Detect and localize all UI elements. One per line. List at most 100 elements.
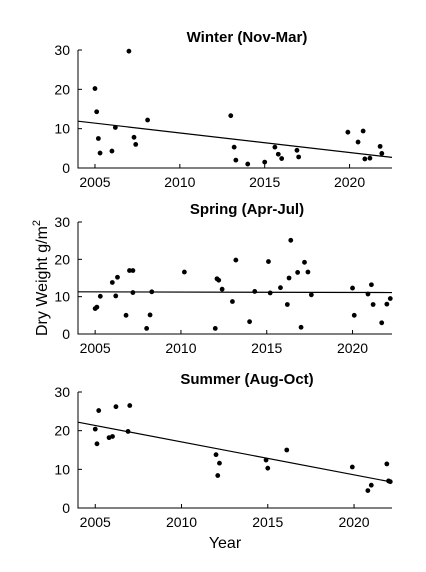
data-point xyxy=(345,129,351,135)
data-point xyxy=(379,151,385,156)
data-point xyxy=(126,48,132,54)
panel-title: Summer (Aug-Oct) xyxy=(180,371,313,388)
data-point xyxy=(294,147,300,153)
data-point xyxy=(123,312,129,318)
data-point xyxy=(286,275,292,281)
x-tick-label: 2005 xyxy=(80,340,111,356)
data-point xyxy=(216,277,222,283)
x-tick-label: 2020 xyxy=(334,174,365,190)
data-point xyxy=(113,404,119,410)
data-point xyxy=(355,139,361,145)
y-tick-label: 30 xyxy=(54,214,70,230)
data-point xyxy=(360,128,366,134)
data-point xyxy=(262,159,268,165)
data-point xyxy=(245,161,251,167)
data-point xyxy=(387,296,393,301)
data-point xyxy=(94,304,100,310)
data-point xyxy=(95,136,101,141)
data-point xyxy=(212,326,218,331)
y-tick-label: 0 xyxy=(62,160,70,176)
data-point xyxy=(370,302,376,307)
data-point xyxy=(272,144,278,150)
data-point xyxy=(298,324,304,330)
data-point xyxy=(308,292,314,298)
data-point xyxy=(231,144,237,150)
data-point xyxy=(367,155,373,161)
y-tick-label: 10 xyxy=(54,121,70,137)
data-point xyxy=(110,434,115,439)
data-point xyxy=(219,286,225,292)
data-point xyxy=(266,259,271,264)
data-point xyxy=(252,289,258,294)
y-tick-label: 30 xyxy=(54,384,70,400)
data-point xyxy=(247,319,252,325)
x-tick-label: 2015 xyxy=(249,174,280,190)
axis-lines xyxy=(77,392,392,509)
data-point xyxy=(278,285,283,291)
data-point xyxy=(96,408,102,413)
data-point xyxy=(149,289,155,295)
data-point xyxy=(92,86,98,91)
data-point xyxy=(145,117,150,123)
data-point xyxy=(305,269,311,275)
data-point xyxy=(362,156,368,162)
y-tick-label: 10 xyxy=(54,461,70,477)
x-tick-label: 2010 xyxy=(164,174,195,190)
data-point xyxy=(369,282,374,288)
data-point xyxy=(127,403,133,408)
data-point xyxy=(130,268,136,273)
data-point xyxy=(181,269,187,275)
data-point xyxy=(217,460,222,466)
x-axis-label: Year xyxy=(209,535,242,552)
x-tick-label: 2015 xyxy=(252,514,283,530)
data-point xyxy=(384,301,390,307)
x-tick-label: 2015 xyxy=(251,340,282,356)
y-tick-label: 30 xyxy=(54,42,70,58)
data-point xyxy=(350,285,355,291)
axis-lines xyxy=(77,50,392,169)
data-point xyxy=(365,488,371,493)
data-point xyxy=(288,237,294,243)
data-point xyxy=(233,157,239,163)
data-point xyxy=(296,154,302,160)
data-point xyxy=(109,148,115,154)
data-point xyxy=(92,426,98,432)
y-tick-label: 0 xyxy=(62,326,70,342)
panel-title: Spring (Apr-Jul) xyxy=(190,201,304,218)
data-point xyxy=(131,134,137,140)
y-tick-label: 10 xyxy=(54,289,70,305)
data-point xyxy=(215,473,221,478)
panel-1: Winter (Nov-Mar) 0 10 20 30 2005 2010 2015 2020 xyxy=(54,29,393,190)
panel-3: Summer (Aug-Oct) 0 10 20 30 2005 2010 2015 2020 xyxy=(54,371,393,530)
data-point xyxy=(384,461,390,467)
data-point xyxy=(127,268,132,273)
y-tick-label: 0 xyxy=(62,500,70,516)
data-point xyxy=(97,150,103,156)
data-point xyxy=(230,299,235,304)
data-point xyxy=(228,113,234,119)
data-point xyxy=(284,447,290,453)
data-point xyxy=(113,293,119,299)
data-point xyxy=(284,302,290,307)
data-point xyxy=(109,280,115,285)
x-tick-label: 2020 xyxy=(337,340,368,356)
data-point xyxy=(94,109,100,115)
data-point xyxy=(275,151,281,157)
data-point xyxy=(115,274,120,280)
data-point xyxy=(295,270,301,275)
data-point xyxy=(365,291,371,297)
data-point xyxy=(279,156,285,161)
x-tick-label: 2010 xyxy=(165,340,196,356)
data-point xyxy=(144,326,150,331)
panel-title: Winter (Nov-Mar) xyxy=(187,29,308,46)
x-tick-label: 2005 xyxy=(80,514,111,530)
data-point xyxy=(147,312,153,318)
data-point xyxy=(267,290,273,296)
data-point xyxy=(265,465,271,471)
data-point xyxy=(97,293,103,299)
y-axis-label: Dry Weight g/m2 xyxy=(31,220,51,336)
data-point xyxy=(387,479,393,485)
data-point xyxy=(351,312,357,318)
data-point xyxy=(130,290,136,295)
